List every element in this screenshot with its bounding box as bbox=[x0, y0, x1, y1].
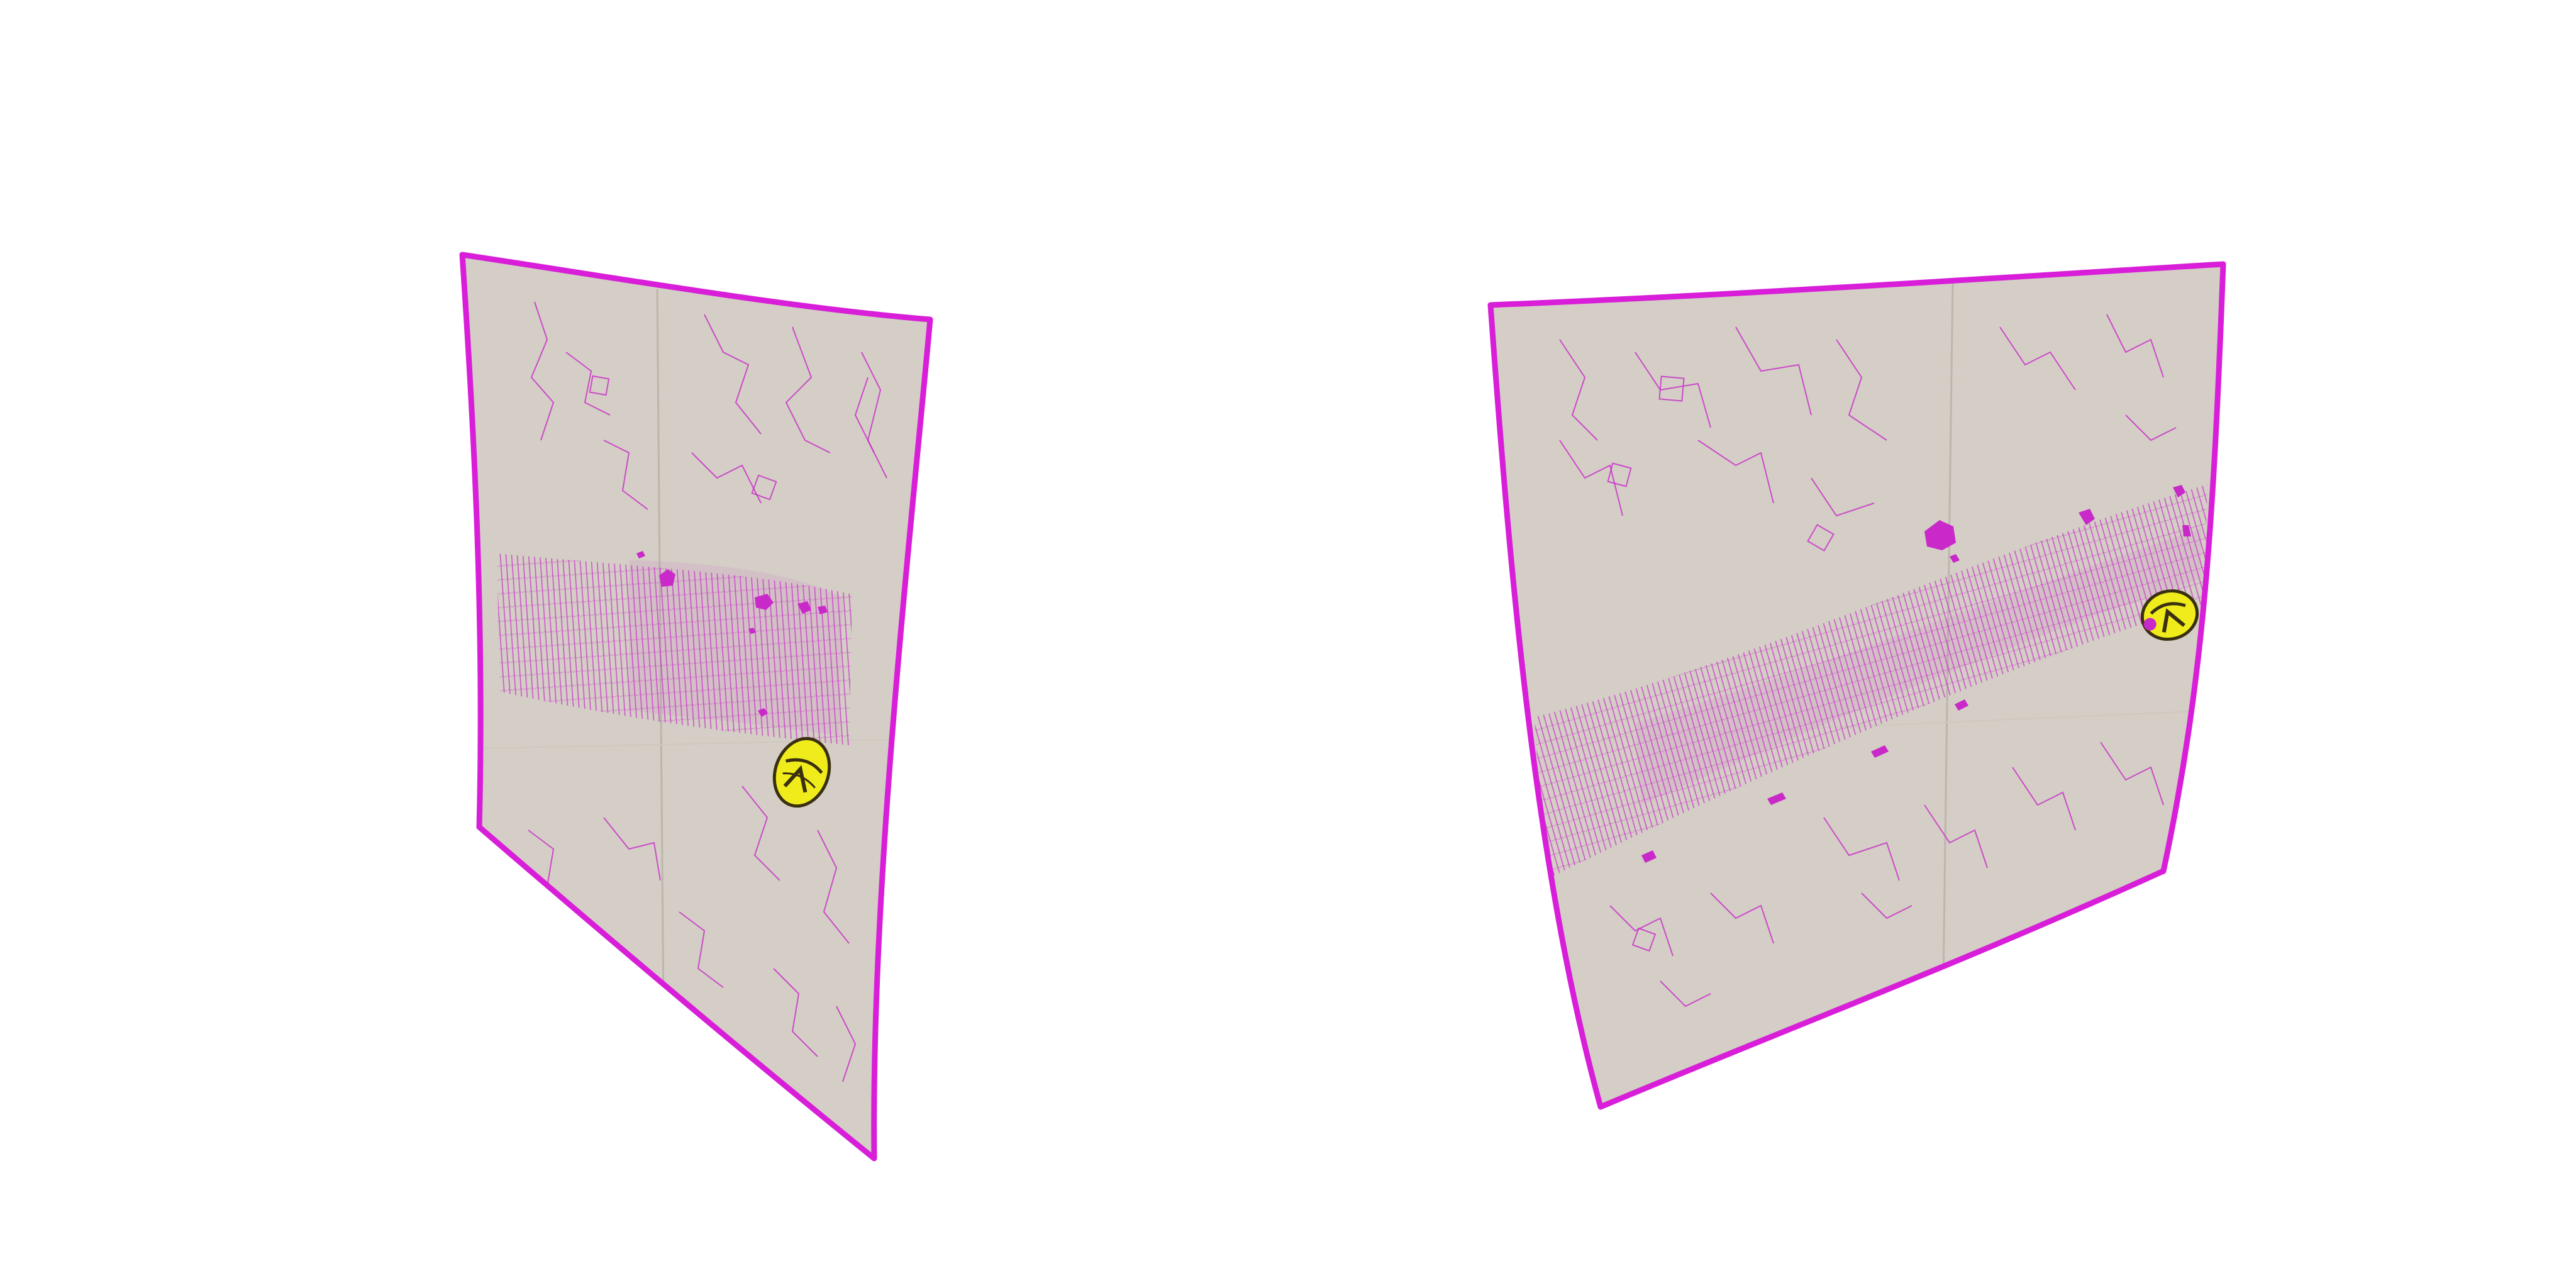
left-sheet-eye-marker bbox=[772, 736, 831, 808]
left-textured-sheet bbox=[459, 252, 933, 1162]
right-textured-sheet bbox=[1487, 261, 2226, 1110]
right-sheet-eye-marker bbox=[2140, 589, 2199, 641]
left-sheet-lines bbox=[528, 301, 887, 1082]
right-sheet-blobs bbox=[1641, 485, 2191, 863]
right-sheet-outline bbox=[1487, 261, 2226, 1110]
right-sheet-pattern bbox=[1502, 279, 2208, 1008]
left-sheet-pattern bbox=[484, 289, 919, 1082]
left-sheet-outline bbox=[459, 252, 933, 1162]
right-sheet-lines bbox=[1559, 314, 2177, 1008]
left-sheet-blobs bbox=[636, 551, 828, 717]
